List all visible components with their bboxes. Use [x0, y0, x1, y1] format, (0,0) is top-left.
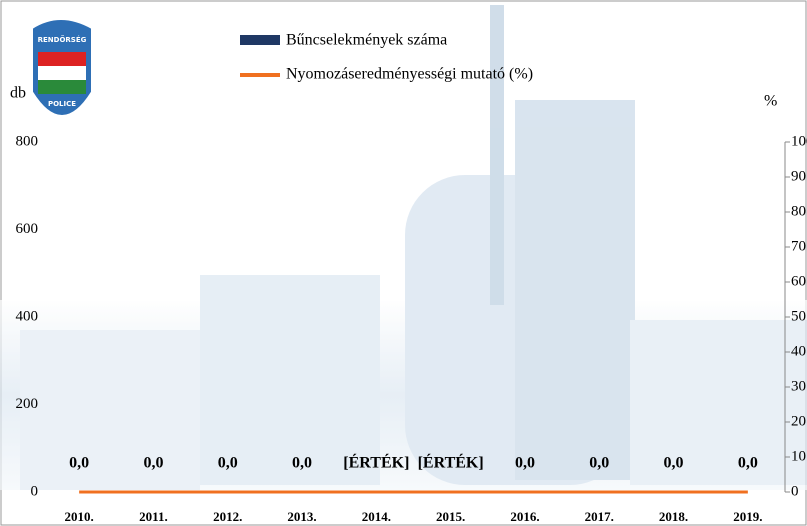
- y2-tick-label: 70: [791, 238, 806, 254]
- x-tick-label: 2018.: [659, 509, 688, 524]
- logo: RENDŐRSÉG POLICE: [31, 18, 93, 117]
- data-label: 0,0: [515, 455, 535, 472]
- data-label: 0,0: [218, 455, 238, 472]
- legend-swatch: [240, 35, 280, 45]
- data-label: [ÉRTÉK]: [343, 453, 409, 472]
- y-tick-label: 200: [16, 396, 39, 412]
- logo-text: RENDŐRSÉG: [38, 35, 87, 44]
- y2-tick-label: 10: [791, 448, 806, 464]
- data-label: 0,0: [664, 455, 684, 472]
- data-label: [ÉRTÉK]: [418, 453, 484, 472]
- y-tick-label: 0: [31, 483, 39, 499]
- x-tick-label: 2017.: [585, 509, 614, 524]
- y2-tick-label: 40: [791, 343, 806, 359]
- x-tick-label: 2019.: [733, 509, 762, 524]
- legend-label: Bűncselekmények száma: [286, 32, 447, 49]
- x-tick-label: 2016.: [510, 509, 539, 524]
- x-tick-label: 2011.: [139, 509, 168, 524]
- y-tick-label: 600: [16, 221, 39, 237]
- background-art: [0, 5, 807, 490]
- data-label: 0,0: [143, 455, 163, 472]
- y-axis-label: db: [10, 85, 26, 102]
- y-tick-label: 800: [16, 133, 39, 149]
- y2-tick-label: 90: [791, 168, 806, 184]
- x-tick-label: 2013.: [287, 509, 316, 524]
- y2-tick-label: 50: [791, 308, 806, 324]
- y2-tick-label: 30: [791, 378, 806, 394]
- y2-tick-label: 0: [791, 483, 799, 499]
- x-tick-label: 2012.: [213, 509, 242, 524]
- data-label: 0,0: [292, 455, 312, 472]
- y2-axis-label: %: [764, 93, 777, 110]
- data-label: 0,0: [69, 455, 89, 472]
- y2-tick-label: 20: [791, 413, 806, 429]
- y2-tick-label: 100: [791, 133, 807, 149]
- y-tick-label: 400: [16, 308, 39, 324]
- x-tick-label: 2010.: [65, 509, 94, 524]
- y2-tick-label: 80: [791, 203, 806, 219]
- x-tick-label: 2014.: [362, 509, 391, 524]
- legend-label: Nyomozáseredményességi mutató (%): [286, 66, 533, 83]
- data-label: 0,0: [589, 455, 609, 472]
- y2-tick-label: 60: [791, 273, 806, 289]
- x-tick-label: 2015.: [436, 509, 465, 524]
- logo-text: POLICE: [48, 100, 76, 108]
- data-label: 0,0: [738, 455, 758, 472]
